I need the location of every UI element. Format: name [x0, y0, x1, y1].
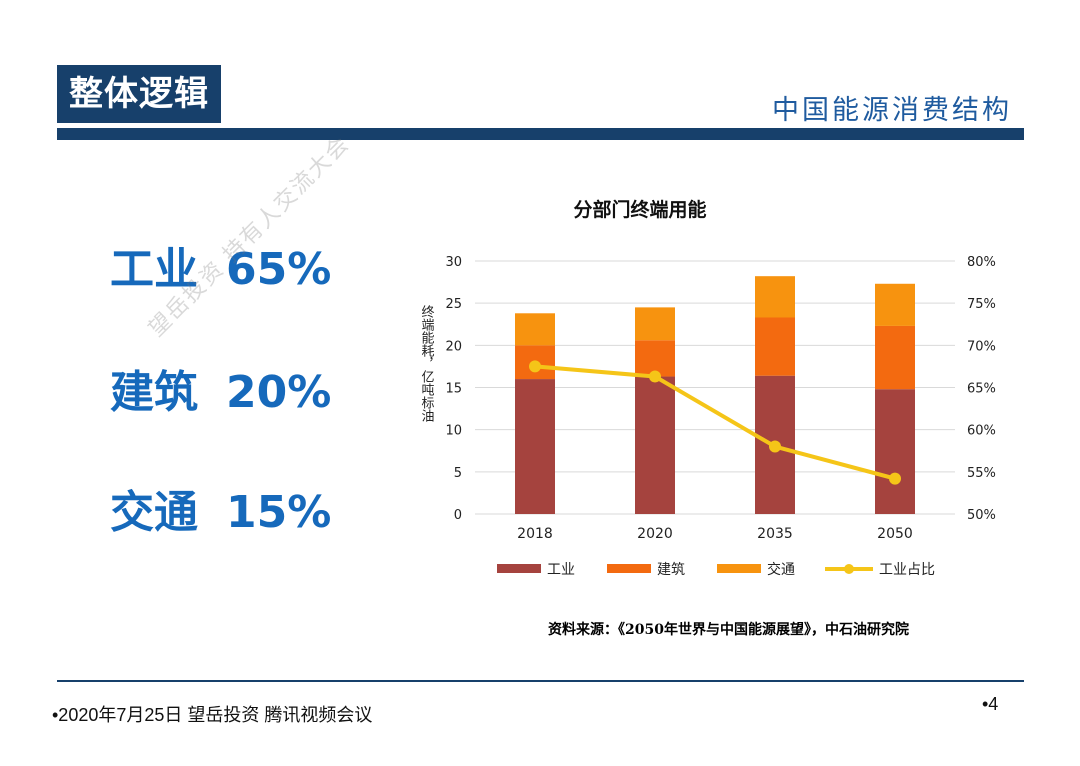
footer-date: •2020年7月25日 望岳投资 腾讯视频会议: [52, 705, 373, 725]
page-title: 整体逻辑: [57, 65, 221, 123]
y-tick-label: 25: [445, 297, 462, 312]
x-tick-label: 2035: [757, 526, 793, 542]
page-subtitle: 中国能源消费结构: [772, 95, 1012, 126]
energy-chart: 分部门终端用能 0 5 10 15 20 25 30 50% 55% 60% 65% 70% 75% 80%…: [419, 198, 996, 578]
y2-tick-label: 65%: [967, 382, 996, 397]
header-divider: [57, 128, 1024, 140]
stat-value: 65%: [226, 244, 332, 295]
bar-segment: [755, 276, 795, 318]
y-tick-label: 0: [454, 508, 462, 523]
y2-tick-label: 60%: [967, 424, 996, 439]
y2-tick-label: 75%: [967, 297, 996, 312]
line-point: [529, 360, 541, 373]
legend-swatch: [497, 564, 541, 573]
legend-label: 工业占比: [879, 562, 935, 578]
stat-label: 建筑: [110, 367, 198, 418]
stat-transport: 交通 15%: [110, 476, 331, 540]
legend-label: 工业: [547, 562, 575, 578]
y-axis-label: 终端能耗，亿吨标油: [419, 304, 435, 422]
line-point: [769, 440, 781, 453]
bar-segment: [635, 307, 675, 341]
bar-segment: [875, 283, 915, 326]
y2-tick-label: 50%: [967, 508, 996, 523]
legend-swatch: [717, 564, 761, 573]
y-tick-label: 30: [445, 255, 462, 270]
y2-tick-label: 80%: [967, 255, 996, 270]
bar-segment: [515, 379, 555, 514]
legend-label: 建筑: [657, 562, 685, 578]
legend-label: 交通: [767, 561, 795, 578]
line-point: [889, 472, 901, 485]
legend-marker: [844, 564, 854, 574]
y-tick-label: 10: [445, 424, 462, 439]
line-point: [649, 370, 661, 383]
y2-tick-label: 55%: [967, 466, 996, 481]
bar-segment: [875, 325, 915, 390]
legend-swatch: [607, 564, 651, 573]
footer-divider: [57, 680, 1024, 682]
bar-segment: [875, 389, 915, 514]
stat-building: 建筑 20%: [110, 356, 331, 420]
y-tick-label: 15: [445, 382, 462, 397]
source-note: 资料来源：《2050年世界与中国能源展望》，中石油研究院: [548, 622, 909, 638]
stat-value: 15%: [226, 487, 332, 538]
stat-industry: 工业 65%: [110, 233, 331, 297]
y2-tick-label: 70%: [967, 339, 996, 354]
stat-value: 20%: [226, 367, 332, 418]
x-tick-label: 2050: [877, 526, 913, 542]
bar-segment: [635, 376, 675, 514]
bar-segment: [515, 313, 555, 346]
stat-label: 交通: [110, 487, 198, 538]
bar-segment: [635, 340, 675, 377]
line-series: [534, 364, 896, 481]
stat-label: 工业: [110, 244, 198, 295]
x-tick-label: 2018: [517, 526, 553, 542]
bar-segment: [755, 317, 795, 376]
y-tick-label: 5: [454, 466, 462, 481]
y-tick-label: 20: [445, 339, 462, 354]
page-number: •4: [982, 694, 999, 714]
x-tick-label: 2020: [637, 526, 673, 542]
chart-title: 分部门终端用能: [573, 198, 706, 221]
